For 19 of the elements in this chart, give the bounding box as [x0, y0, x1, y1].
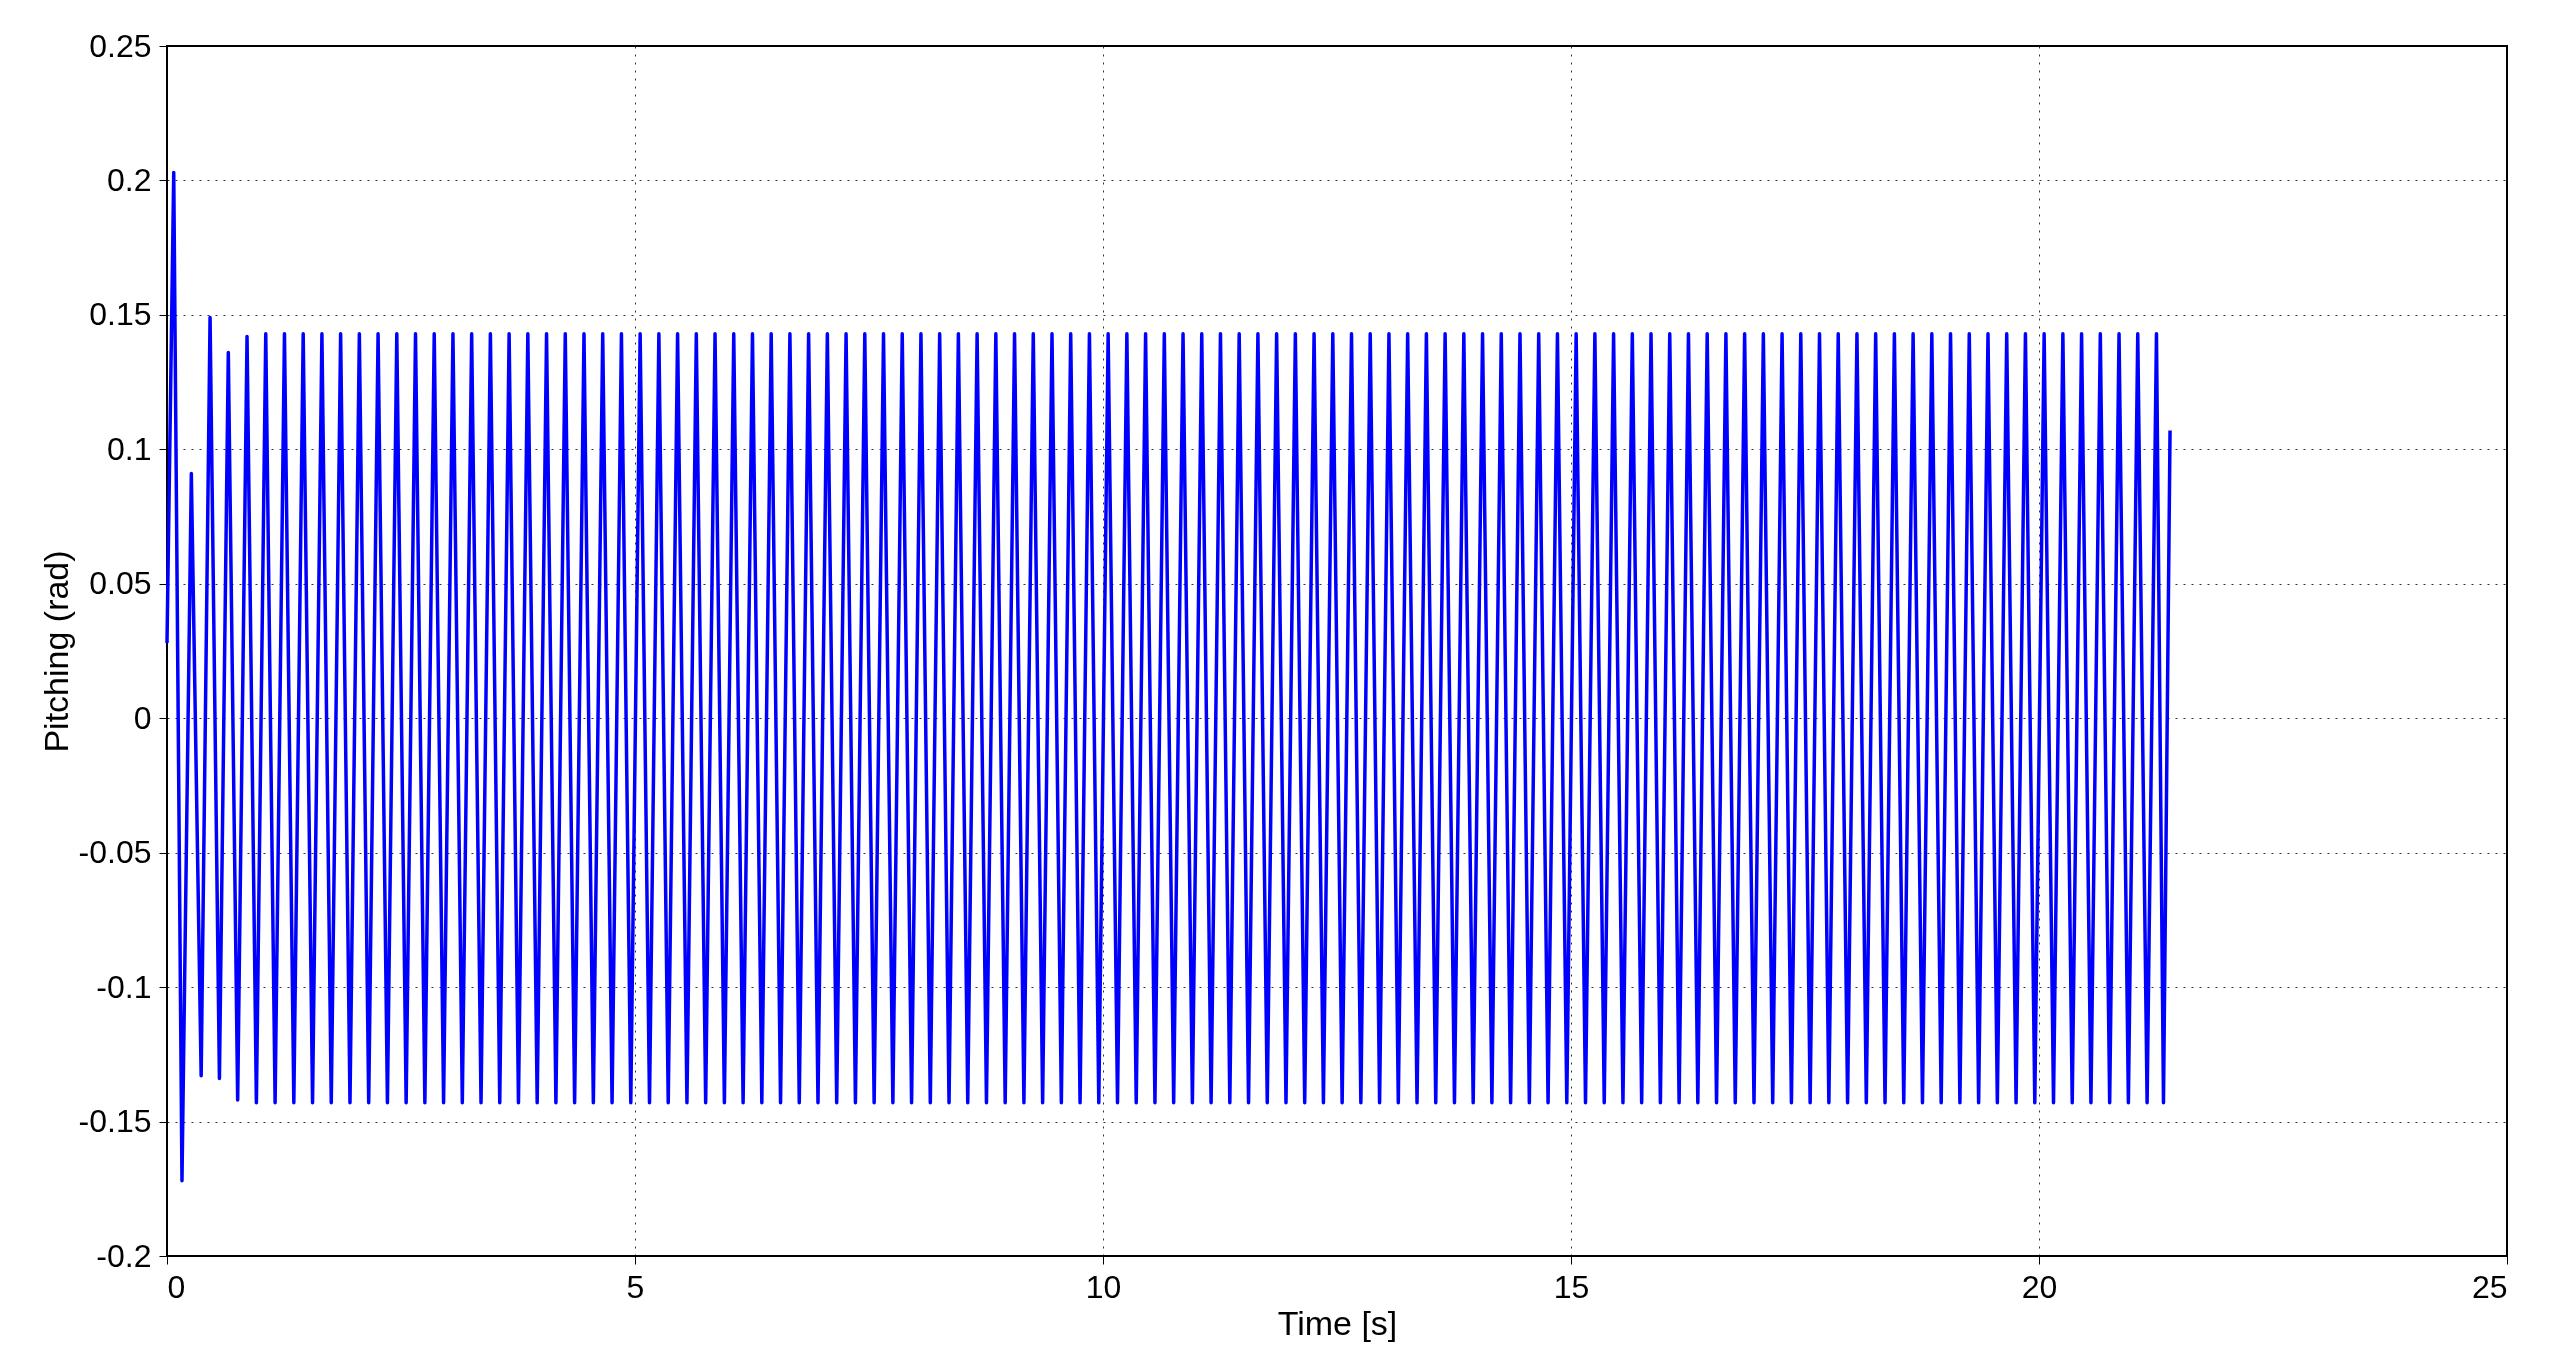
x-tick-label: 5: [626, 1268, 645, 1305]
y-tick-label: -0.1: [96, 968, 152, 1005]
y-tick-label: 0.25: [89, 27, 152, 64]
y-tick-label: 0.15: [89, 296, 152, 333]
x-tick-label: 20: [2021, 1268, 2058, 1305]
y-tick-label: 0.05: [89, 565, 152, 602]
y-tick-label: -0.05: [78, 834, 152, 871]
x-tick-label: 15: [1553, 1268, 1590, 1305]
y-tick-label: -0.15: [78, 1103, 152, 1140]
y-axis-title: Pitching (rad): [36, 550, 75, 753]
x-tick-label: 10: [1085, 1268, 1122, 1305]
y-tick-label: 0.1: [107, 430, 152, 467]
y-tick-label: -0.2: [96, 1237, 152, 1274]
x-tick-label: 0: [167, 1268, 186, 1305]
x-tick-label: 25: [2471, 1268, 2508, 1305]
y-tick-label: 0: [133, 699, 152, 736]
line-series: [165, 170, 2172, 1183]
y-tick-label: 0.2: [107, 161, 152, 198]
x-axis-title: Time [s]: [1277, 1303, 1398, 1342]
